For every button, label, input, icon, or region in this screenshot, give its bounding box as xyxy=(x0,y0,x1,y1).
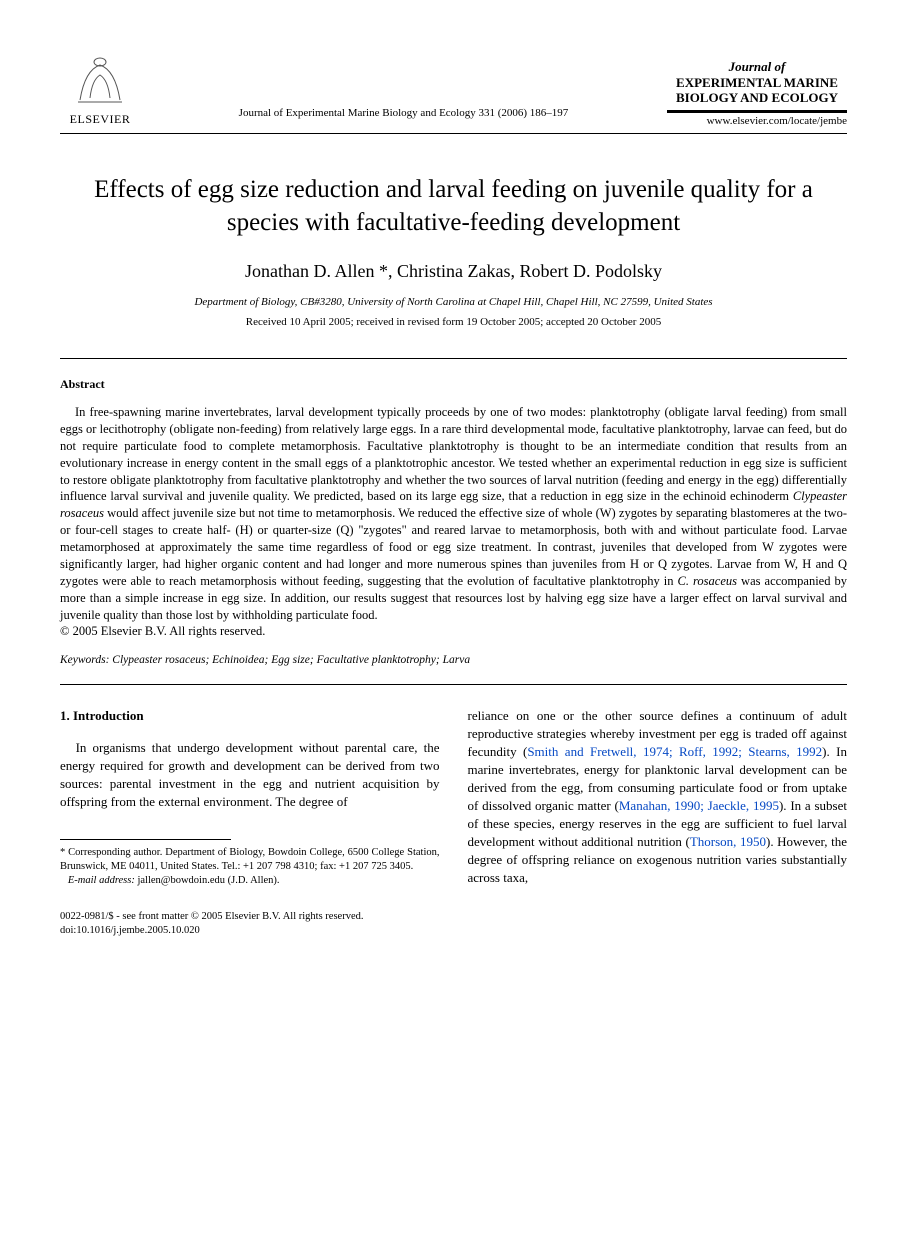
article-title: Effects of egg size reduction and larval… xyxy=(60,174,847,239)
article-dates: Received 10 April 2005; received in revi… xyxy=(60,316,847,328)
column-right: reliance on one or the other source defi… xyxy=(468,707,848,937)
abstract-body: In free-spawning marine invertebrates, l… xyxy=(60,404,847,640)
column-left: 1. Introduction In organisms that underg… xyxy=(60,707,440,937)
intro-para-2: reliance on one or the other source defi… xyxy=(468,707,848,886)
journal-url: www.elsevier.com/locate/jembe xyxy=(667,115,847,127)
footnote-email: E-mail address: jallen@bowdoin.edu (J.D.… xyxy=(60,874,440,888)
elsevier-logo xyxy=(70,50,130,110)
journal-logo-line1: Journal of xyxy=(667,59,847,75)
footnote-corr: * Corresponding author. Department of Bi… xyxy=(60,846,440,874)
doi-block: 0022-0981/$ - see front matter © 2005 El… xyxy=(60,910,440,937)
keywords-list: Clypeaster rosaceus; Echinoidea; Egg siz… xyxy=(109,654,470,666)
journal-reference: Journal of Experimental Marine Biology a… xyxy=(140,107,667,127)
page-header: ELSEVIER Journal of Experimental Marine … xyxy=(60,50,847,134)
affiliation: Department of Biology, CB#3280, Universi… xyxy=(60,296,847,308)
doi-line: doi:10.1016/j.jembe.2005.10.020 xyxy=(60,924,440,938)
citation[interactable]: Manahan, 1990; Jaeckle, 1995 xyxy=(619,798,779,813)
citation[interactable]: Thorson, 1950 xyxy=(690,834,766,849)
divider xyxy=(60,684,847,685)
publisher-name: ELSEVIER xyxy=(70,112,131,127)
citation[interactable]: Smith and Fretwell, 1974; Roff, 1992; St… xyxy=(527,744,822,759)
divider xyxy=(60,358,847,359)
abstract-copyright: © 2005 Elsevier B.V. All rights reserved… xyxy=(60,624,265,638)
authors: Jonathan D. Allen *, Christina Zakas, Ro… xyxy=(60,261,847,282)
intro-para-1: In organisms that undergo development wi… xyxy=(60,739,440,811)
publisher-block: ELSEVIER xyxy=(60,50,140,127)
keywords: Keywords: Clypeaster rosaceus; Echinoide… xyxy=(60,654,847,666)
body-columns: 1. Introduction In organisms that underg… xyxy=(60,707,847,937)
journal-logo-block: Journal of EXPERIMENTAL MARINE BIOLOGY A… xyxy=(667,59,847,127)
author-list: Jonathan D. Allen *, Christina Zakas, Ro… xyxy=(245,261,662,281)
abstract-heading: Abstract xyxy=(60,377,847,392)
corresponding-author-footnote: * Corresponding author. Department of Bi… xyxy=(60,846,440,889)
footnote-divider xyxy=(60,839,231,840)
section-heading-intro: 1. Introduction xyxy=(60,707,440,725)
journal-logo-line2: EXPERIMENTAL MARINE BIOLOGY AND ECOLOGY xyxy=(667,75,847,113)
front-matter-line: 0022-0981/$ - see front matter © 2005 El… xyxy=(60,910,440,924)
keywords-label: Keywords: xyxy=(60,654,109,666)
